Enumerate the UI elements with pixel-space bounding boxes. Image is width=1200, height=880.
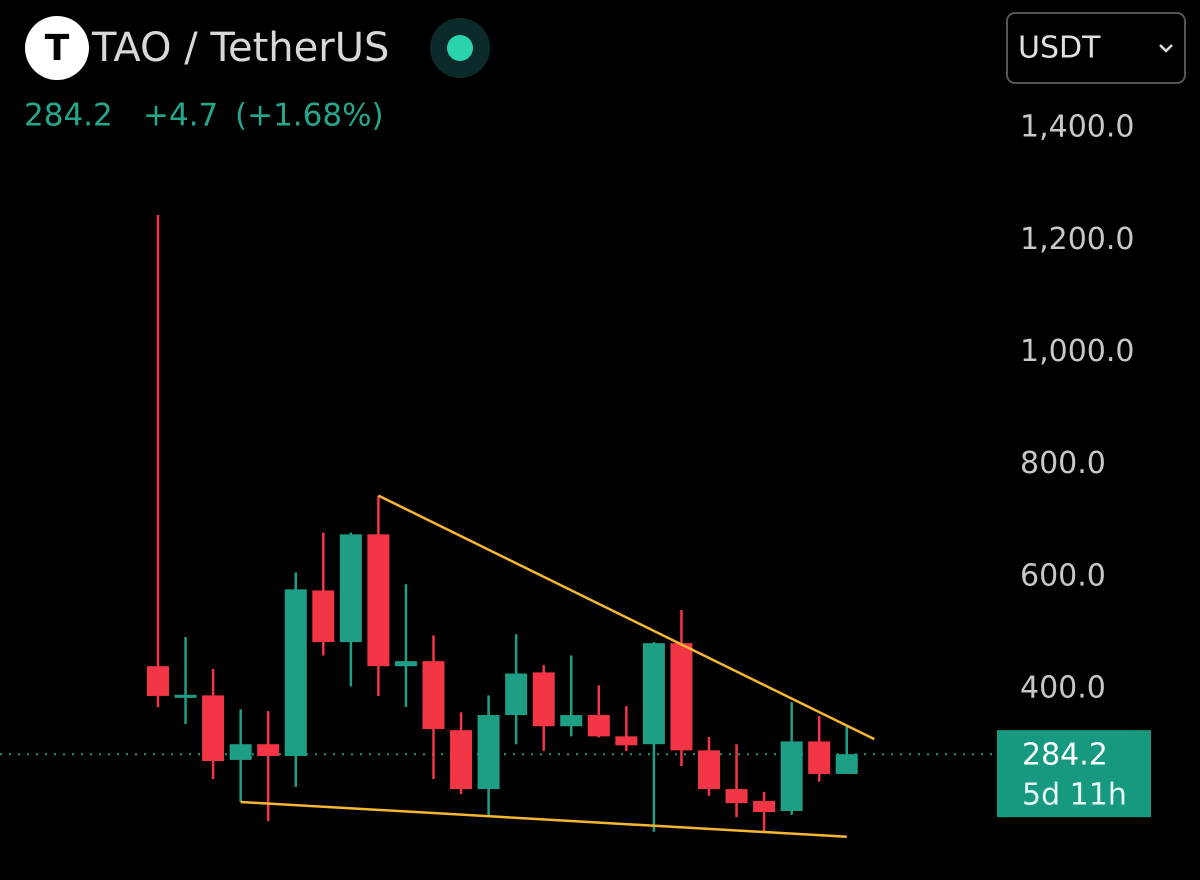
candle-body <box>367 534 390 667</box>
candle-body <box>257 744 280 756</box>
change: +4.7 <box>143 98 218 134</box>
price-tag-value: 284.2 <box>1022 738 1108 773</box>
logo: T <box>45 28 70 69</box>
candle-body <box>808 741 831 774</box>
candle-body <box>835 754 858 774</box>
symbol: TAO / TetherUS <box>91 25 389 71</box>
candle-body <box>422 661 445 730</box>
y-tick-label: 400.0 <box>1020 671 1106 706</box>
candle-body <box>450 730 473 790</box>
candle-body <box>312 590 335 643</box>
candle-body <box>284 589 307 756</box>
price-tag <box>997 730 1151 818</box>
logo-circle <box>25 16 89 80</box>
candle-body <box>202 695 225 762</box>
candle-body <box>725 789 748 804</box>
candle-body <box>753 800 776 813</box>
currency[interactable]: USDT <box>1018 31 1101 66</box>
candle-body <box>477 715 500 790</box>
candle-body <box>560 715 583 727</box>
currency-select[interactable] <box>1006 12 1186 84</box>
chevron[interactable] <box>1159 44 1173 53</box>
candle-body <box>780 741 803 811</box>
candle-body <box>229 744 252 760</box>
y-tick-label: 1,400.0 <box>1020 110 1135 145</box>
candle-body <box>670 643 693 751</box>
price-tag-countdown: 5d 11h <box>1022 778 1127 813</box>
candle-body <box>615 736 638 746</box>
y-tick-label: 600.0 <box>1020 558 1106 593</box>
candle-body <box>339 534 362 643</box>
candle-body <box>174 694 197 698</box>
candle-body <box>532 672 555 727</box>
candle-body <box>587 715 610 737</box>
status-dot <box>447 35 473 61</box>
candle-body <box>642 643 665 745</box>
y-tick-label: 1,200.0 <box>1020 222 1135 257</box>
y-tick-label: 1,000.0 <box>1020 334 1135 369</box>
y-tick-label: 800.0 <box>1020 446 1106 481</box>
trendline <box>240 800 847 839</box>
candle-body <box>147 666 169 696</box>
price: 284.2 <box>24 98 113 134</box>
candle-body <box>698 750 720 790</box>
change-pct: (+1.68%) <box>235 98 384 134</box>
trendline <box>377 494 875 741</box>
candle-body <box>505 673 528 716</box>
candle-body <box>394 661 417 667</box>
